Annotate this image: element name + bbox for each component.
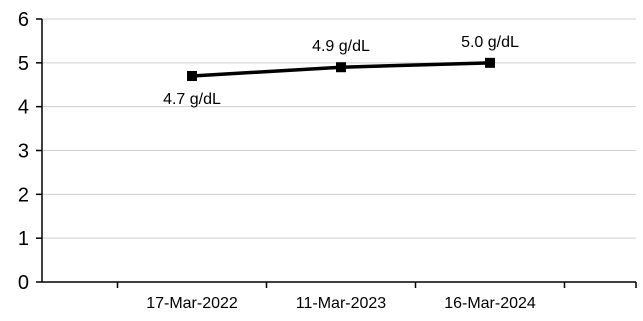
y-tick-label-1: 1 xyxy=(18,228,29,250)
y-tick-label-3: 3 xyxy=(18,141,29,163)
data-point-0 xyxy=(187,70,197,81)
y-tick-label-5: 5 xyxy=(18,53,29,75)
data-point-2 xyxy=(485,57,495,68)
y-tick-label-0: 0 xyxy=(18,272,29,294)
data-label-0: 4.7 g/dL xyxy=(163,91,221,108)
labels: 0 1 2 3 4 5 6 17-Mar-2022 11-Mar-2023 16-Mar-2024… xyxy=(18,9,536,312)
x-tick-label-2: 16-Mar-2024 xyxy=(444,295,536,312)
y-tick-label-6: 6 xyxy=(18,9,29,31)
x-tick-label-1: 11-Mar-2023 xyxy=(296,295,387,312)
data-label-1: 4.9 g/dL xyxy=(312,38,370,55)
series-layer xyxy=(187,57,495,81)
x-tick-label-0: 17-Mar-2022 xyxy=(146,295,238,312)
axes xyxy=(36,18,637,288)
data-label-2: 5.0 g/dL xyxy=(461,34,519,51)
y-tick-label-4: 4 xyxy=(18,97,29,119)
data-point-1 xyxy=(336,62,346,73)
y-tick-label-2: 2 xyxy=(18,184,29,206)
